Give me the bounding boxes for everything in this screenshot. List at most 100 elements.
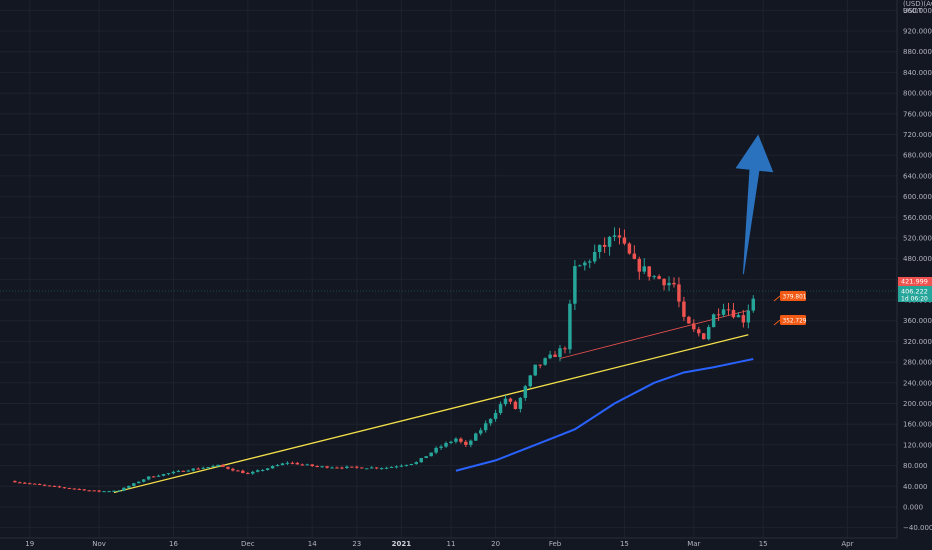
candle-up	[211, 466, 215, 468]
candle-up	[469, 440, 473, 445]
candle-down	[77, 488, 82, 490]
price-tick-label: 360.000	[903, 317, 932, 325]
candle-down	[196, 468, 200, 470]
candle-up	[518, 397, 523, 409]
price-tick-label: 600.000	[903, 193, 932, 201]
candle-down	[221, 464, 225, 467]
candle-up	[206, 466, 210, 468]
candle-down	[538, 364, 542, 366]
candle-up	[330, 467, 334, 469]
candle-up	[498, 404, 503, 413]
time-tick-label: Nov	[92, 540, 106, 548]
last-high-tag-bg	[898, 277, 932, 286]
candle-up	[419, 458, 423, 463]
candle-up	[488, 418, 493, 424]
time-tick-label: 15	[620, 540, 629, 548]
candle-up	[493, 412, 498, 419]
candle-down	[632, 253, 637, 259]
time-tick-label: Feb	[549, 540, 562, 548]
candle-up	[280, 463, 285, 466]
candle-down	[231, 468, 235, 471]
candle-down	[459, 438, 463, 442]
candle-up	[503, 398, 508, 405]
price-tick-label: 720.000	[903, 131, 932, 139]
candle-up	[667, 282, 671, 286]
candle-down	[72, 488, 77, 490]
candle-down	[374, 467, 379, 469]
candle-down	[226, 466, 230, 469]
candle-up	[112, 490, 116, 492]
candle-down	[687, 316, 691, 324]
price-tick-label: −40.000	[903, 524, 932, 532]
candle-down	[563, 348, 567, 350]
price-tick-label: 120.000	[903, 441, 932, 449]
candle-down	[692, 323, 696, 330]
price-tick-label: 480.000	[903, 255, 932, 263]
price-tick-label: 920.000	[903, 28, 932, 36]
candle-down	[87, 490, 91, 492]
candle-down	[236, 470, 240, 472]
time-axis[interactable]: 19 Nov 16 Dec 14 23 2021 11 20 Feb 15 Mar 15 Apr	[0, 537, 897, 548]
candle-down	[513, 401, 518, 409]
candle-up	[483, 423, 488, 431]
candle-down	[726, 309, 731, 311]
price-tick-label: 200.000	[903, 400, 932, 408]
candle-up	[612, 235, 617, 237]
time-tick-label: 20	[491, 540, 500, 548]
time-tick-label: Apr	[841, 540, 853, 548]
last-high-tag: 421.999	[901, 278, 928, 286]
candle-up	[588, 261, 592, 263]
candle-up	[751, 298, 756, 311]
candle-up	[439, 446, 443, 448]
time-tick-label: Mar	[687, 540, 700, 548]
candle-down	[300, 464, 305, 466]
candle-up	[384, 467, 389, 469]
candle-down	[360, 467, 364, 469]
price-tick-label: 160.000	[903, 421, 932, 429]
lower-line-value-tag-bg	[780, 315, 806, 325]
price-tick-label: 800.000	[903, 90, 932, 98]
candle-down	[241, 470, 245, 474]
candle-down	[637, 258, 642, 272]
candle-up	[528, 375, 533, 387]
candle-down	[181, 470, 186, 472]
candle-up	[543, 358, 547, 365]
candle-down	[23, 482, 27, 484]
candle-up	[409, 463, 414, 465]
upper-line-value-tag-bg	[780, 291, 806, 301]
candle-up	[449, 441, 453, 443]
candle-up	[711, 314, 716, 328]
candle-up	[404, 464, 409, 466]
candle-down	[602, 244, 607, 247]
candle-down	[701, 333, 706, 340]
price-tick-label: 40.000	[903, 483, 928, 491]
candle-up	[706, 327, 711, 340]
candle-down	[677, 284, 681, 302]
price-tick-label: 880.000	[903, 48, 932, 56]
candle-up	[137, 481, 141, 484]
candle-up	[141, 479, 146, 482]
candle-down	[627, 243, 632, 254]
candle-down	[18, 482, 22, 484]
trendline-red	[559, 309, 749, 359]
price-tick-label: 760.000	[903, 110, 932, 118]
candle-up	[592, 252, 597, 262]
candle-up	[275, 465, 280, 467]
candle-up	[161, 474, 166, 476]
currency-header: (USD)(Avg)	[903, 0, 932, 8]
candle-up	[533, 364, 537, 376]
candle-down	[657, 276, 661, 279]
candle-up	[548, 354, 552, 359]
price-axis[interactable]: −40.000 0.000 40.000 80.000 120.000 160.000 20…	[896, 0, 932, 550]
candle-up	[568, 303, 572, 350]
candle-down	[622, 237, 627, 244]
candle-down	[716, 314, 721, 316]
candle-up	[156, 475, 161, 477]
candles	[13, 227, 756, 493]
price-tick-label: 520.000	[903, 234, 932, 242]
price-tick-label: 960.000	[903, 7, 932, 15]
candle-up	[176, 470, 181, 472]
candle-down	[67, 487, 72, 489]
